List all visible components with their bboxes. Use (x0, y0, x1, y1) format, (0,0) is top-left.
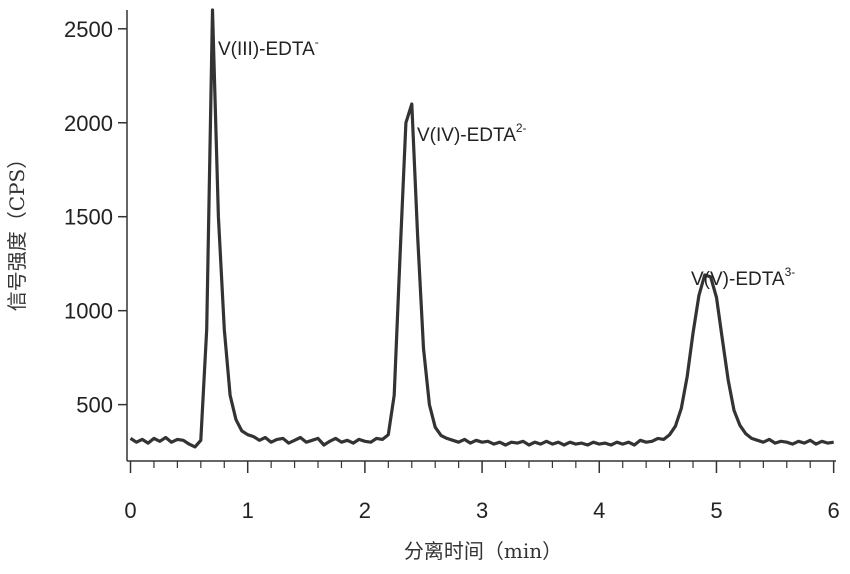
x-tick-label: 0 (124, 498, 136, 523)
annotation-text: V(IV)-EDTA (417, 125, 516, 146)
y-tick-label: 2000 (64, 111, 113, 136)
y-tick-label: 1000 (64, 299, 113, 324)
x-tick-label: 6 (828, 498, 840, 523)
peak-annotation: V(V)-EDTA3- (691, 265, 795, 290)
peak-annotation: V(IV)-EDTA2- (417, 121, 527, 146)
x-tick-label: 2 (359, 498, 371, 523)
annotation-superscript: 3- (785, 265, 796, 279)
y-tick-label: 2500 (64, 17, 113, 42)
x-tick-label: 4 (593, 498, 605, 523)
x-tick-label: 1 (242, 498, 254, 523)
peak-annotation: V(III)-EDTA- (218, 35, 319, 60)
annotation-text: V(III)-EDTA (218, 39, 315, 60)
annotation-superscript: 2- (516, 121, 527, 135)
annotation-text: V(V)-EDTA (691, 269, 785, 290)
y-tick-label: 500 (76, 393, 113, 418)
x-tick-label: 3 (476, 498, 488, 523)
y-tick-label: 1500 (64, 205, 113, 230)
x-axis-label: 分离时间（min） (404, 539, 562, 563)
y-axis-label: 信号强度（CPS） (5, 149, 29, 311)
x-tick-label: 5 (710, 498, 722, 523)
annotation-superscript: - (315, 35, 319, 49)
signal-line (129, 8, 834, 449)
